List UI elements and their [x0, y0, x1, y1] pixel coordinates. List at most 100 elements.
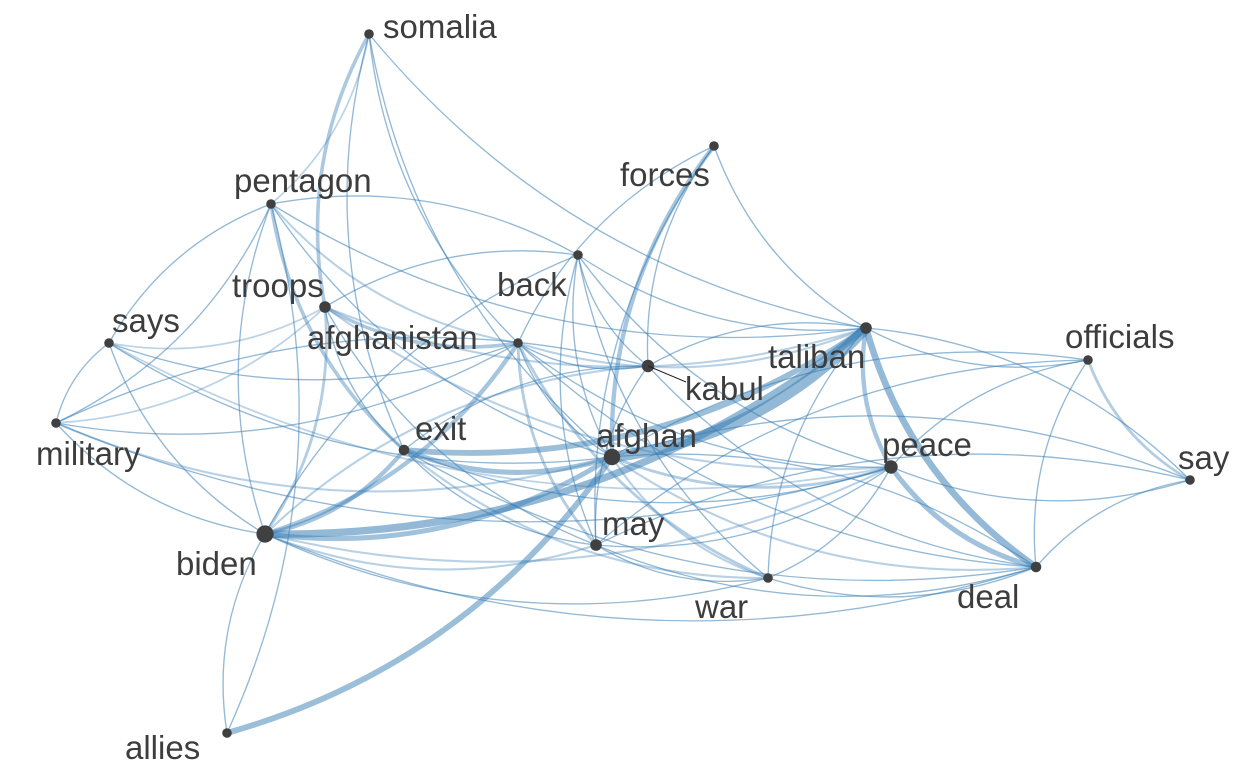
edge-forces-taliban — [713, 145, 867, 329]
node-label-military: military — [36, 435, 141, 472]
edge-pentagon-says — [108, 203, 272, 344]
node-troops — [319, 301, 331, 313]
node-allies — [222, 728, 232, 738]
edge-back-peace — [577, 254, 892, 468]
node-peace — [884, 460, 898, 474]
edge-says-troops — [108, 306, 326, 350]
edge-exit-deal — [403, 449, 1037, 582]
edge-afghan-taliban — [606, 322, 872, 463]
edge-back-afghan — [572, 254, 613, 458]
edge-afghanistan-kabul — [517, 342, 649, 370]
edge-back-war — [577, 254, 769, 579]
edge-officials-peace — [890, 359, 1089, 468]
edge-troops-afghanistan — [323, 305, 520, 349]
edge-exit-war — [402, 448, 770, 580]
edge-says-military — [55, 342, 110, 424]
edge-kabul-biden — [263, 364, 650, 536]
edge-may-peace — [595, 466, 892, 548]
edge-says-peace — [108, 342, 892, 490]
edge-peace-say — [890, 466, 1191, 502]
node-label-somalia: somalia — [383, 8, 497, 45]
edge-kabul-may — [594, 365, 649, 546]
edge-biden-war — [264, 533, 769, 605]
edge-biden-allies — [222, 533, 266, 734]
edge-pentagon-afghan — [270, 203, 613, 458]
edge-kabul-military — [55, 336, 649, 424]
edge-taliban-officials — [865, 327, 1089, 368]
node-biden — [256, 525, 274, 543]
edge-taliban-peace — [860, 325, 894, 470]
edge-may-war — [595, 544, 769, 583]
node-label-kabul: kabul — [685, 370, 764, 407]
edge-forces-afghanistan — [517, 145, 715, 344]
edge-says-afghanistan — [108, 342, 519, 381]
edge-officials-afghan — [611, 351, 1089, 458]
edge-war-peace — [767, 466, 892, 579]
node-forces — [709, 141, 719, 151]
edge-allies-pentagon — [226, 203, 300, 734]
node-pentagon — [266, 199, 276, 209]
edge-peace-deal — [888, 464, 1039, 570]
edge-officials-deal — [1033, 359, 1089, 568]
node-label-exit: exit — [415, 410, 466, 447]
edge-somalia-afghanistan — [368, 33, 519, 344]
edge-forces-may — [594, 145, 715, 546]
edge-say-taliban — [865, 327, 1191, 481]
node-say — [1185, 475, 1195, 485]
edge-war-deal — [767, 566, 1037, 598]
edge-biden-may — [263, 532, 598, 571]
edge-exit-taliban — [401, 325, 869, 456]
edge-exit-may — [403, 449, 597, 546]
edge-layer — [54, 32, 1192, 736]
node-layer — [51, 29, 1195, 738]
edge-may-deal — [595, 544, 1037, 597]
node-afghan — [603, 448, 621, 466]
node-label-biden: biden — [176, 545, 257, 582]
edge-taliban-kabul — [647, 322, 867, 367]
node-may — [590, 539, 602, 551]
edge-afghanistan-may — [516, 341, 598, 547]
edge-afghanistan-deal — [517, 342, 1037, 568]
node-somalia — [364, 29, 374, 39]
edge-military-afghanistan — [55, 342, 519, 435]
edge-troops-may — [324, 306, 597, 546]
edge-pentagon-exit — [269, 202, 406, 452]
edge-forces-kabul — [646, 145, 715, 367]
edge-back-pentagon — [270, 195, 579, 256]
edge-troops-taliban — [323, 305, 868, 368]
edge-biden-taliban — [261, 324, 870, 538]
edge-afghanistan-war — [516, 341, 770, 580]
node-taliban — [860, 322, 872, 334]
edge-forces-afghan — [609, 143, 717, 460]
node-label-says: says — [112, 302, 180, 339]
edge-biden-troops — [263, 305, 328, 536]
edge-say-afghan — [611, 415, 1191, 481]
edge-somalia-afghan — [368, 33, 613, 458]
node-label-afghanistan: afghanistan — [307, 319, 478, 356]
edge-allies-afghan — [224, 454, 615, 736]
node-label-forces: forces — [620, 156, 710, 193]
edge-biden-peace — [263, 465, 893, 563]
edge-biden-afghanistan — [262, 340, 521, 537]
edge-back-taliban — [577, 254, 867, 331]
node-officials — [1083, 355, 1093, 365]
node-label-back: back — [497, 266, 567, 303]
edge-somalia-exit — [346, 33, 405, 451]
edge-troops-peace — [323, 305, 893, 471]
edge-military-pentagon — [55, 203, 272, 424]
label-leader-kabul — [647, 365, 687, 383]
edge-says-afghan — [108, 342, 613, 464]
edge-somalia-troops — [315, 32, 371, 309]
edge-kabul-deal — [647, 365, 1037, 568]
node-label-allies: allies — [125, 729, 200, 766]
node-label-say: say — [1178, 439, 1230, 476]
node-label-may: may — [602, 505, 665, 542]
node-label-war: war — [694, 588, 748, 625]
edge-troops-exit — [324, 306, 405, 451]
edge-pentagon-biden — [237, 203, 272, 535]
node-label-deal: deal — [957, 578, 1019, 615]
edge-military-biden — [55, 422, 266, 535]
edge-afghanistan-taliban — [516, 326, 868, 369]
node-military — [51, 418, 61, 428]
